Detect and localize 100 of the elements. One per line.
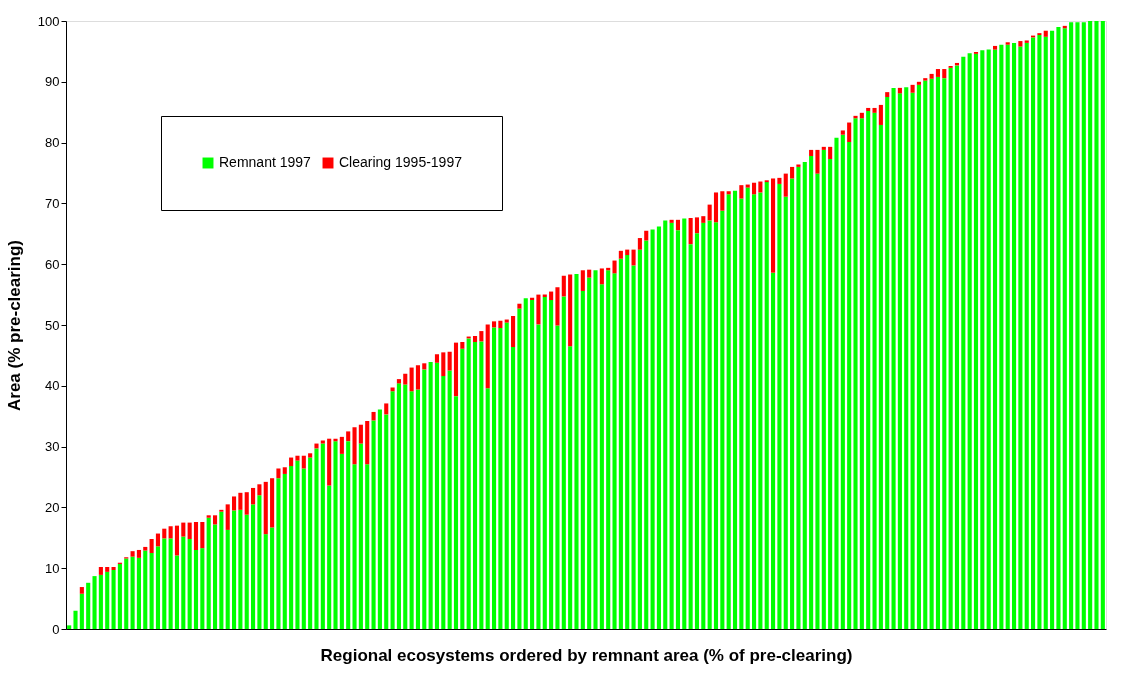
bar [726, 194, 731, 629]
bar [263, 534, 268, 629]
bar [669, 219, 674, 223]
bar [790, 166, 795, 179]
bar [796, 166, 801, 629]
bar [162, 528, 167, 539]
bar [758, 192, 763, 629]
bar [840, 130, 845, 135]
bar [897, 87, 902, 94]
bar [187, 522, 192, 540]
bar [181, 536, 186, 629]
bar [295, 460, 300, 629]
bar [1011, 42, 1017, 629]
bar [1081, 22, 1086, 629]
bar [231, 510, 237, 629]
bar [935, 76, 941, 629]
bar [644, 240, 649, 629]
bar [625, 255, 630, 629]
bar [98, 574, 103, 629]
bar [244, 514, 249, 629]
bar [206, 517, 211, 629]
bar [815, 173, 820, 629]
bar [973, 53, 979, 629]
bar [745, 187, 750, 629]
bar [694, 233, 700, 629]
bar [1005, 42, 1010, 45]
bar [916, 81, 921, 85]
bar [694, 217, 700, 234]
bar [276, 468, 281, 479]
bar [441, 376, 446, 629]
bar [999, 44, 1004, 629]
bar [105, 571, 110, 629]
bar [333, 438, 338, 442]
bar [644, 230, 649, 241]
bar [409, 367, 414, 392]
bar [371, 420, 376, 629]
legend-label: Remnant 1997 [219, 154, 312, 170]
bar [460, 348, 465, 629]
bar [802, 162, 807, 629]
bar [720, 210, 725, 629]
bar [542, 297, 547, 629]
bar [751, 194, 757, 629]
bar [1050, 30, 1055, 629]
bar [225, 504, 230, 530]
bar [111, 570, 116, 629]
bar [276, 478, 281, 629]
bar [796, 164, 801, 167]
bar [143, 550, 148, 629]
bar [206, 515, 211, 518]
bar [809, 155, 814, 629]
bar [561, 296, 566, 629]
bar [549, 291, 554, 301]
bar [352, 464, 357, 629]
bar [771, 272, 776, 629]
bar [549, 300, 554, 629]
bar [580, 290, 585, 629]
bar [910, 84, 915, 93]
bar [1043, 30, 1048, 37]
bar [732, 190, 738, 629]
bar [599, 284, 604, 629]
bar [491, 327, 497, 629]
bar [295, 455, 300, 461]
bar [625, 249, 630, 256]
y-tick-label: 60 [45, 256, 60, 272]
bar [777, 183, 782, 629]
bar [371, 411, 376, 421]
bar [212, 524, 218, 629]
bar [365, 421, 370, 465]
bar [688, 217, 693, 245]
bar [117, 563, 122, 629]
bar [523, 298, 528, 629]
y-tick-label: 50 [45, 317, 60, 333]
bar [155, 546, 161, 629]
bar [587, 277, 592, 629]
bar [555, 287, 560, 326]
bar [859, 118, 864, 629]
bar [929, 73, 934, 79]
bar [745, 184, 750, 188]
bar [866, 110, 871, 629]
bar [86, 582, 91, 629]
bar [282, 467, 287, 474]
bar [840, 134, 845, 629]
bar [314, 443, 319, 449]
bar [358, 443, 363, 629]
bar [853, 115, 858, 119]
bar [980, 50, 985, 629]
bar [815, 149, 820, 174]
bar [193, 549, 199, 629]
bar [967, 53, 972, 629]
bar [181, 522, 186, 537]
bar [580, 270, 585, 291]
bar [320, 440, 325, 444]
bar [339, 436, 344, 454]
bar [675, 219, 681, 231]
x-axis-title: Regional ecosystems ordered by remnant area (% of pre-clearing) [320, 645, 853, 665]
y-axis-title: Area (% pre-clearing) [4, 240, 24, 411]
bar [491, 321, 497, 328]
bar [1094, 21, 1099, 629]
bar [663, 220, 668, 629]
bar [358, 424, 363, 444]
